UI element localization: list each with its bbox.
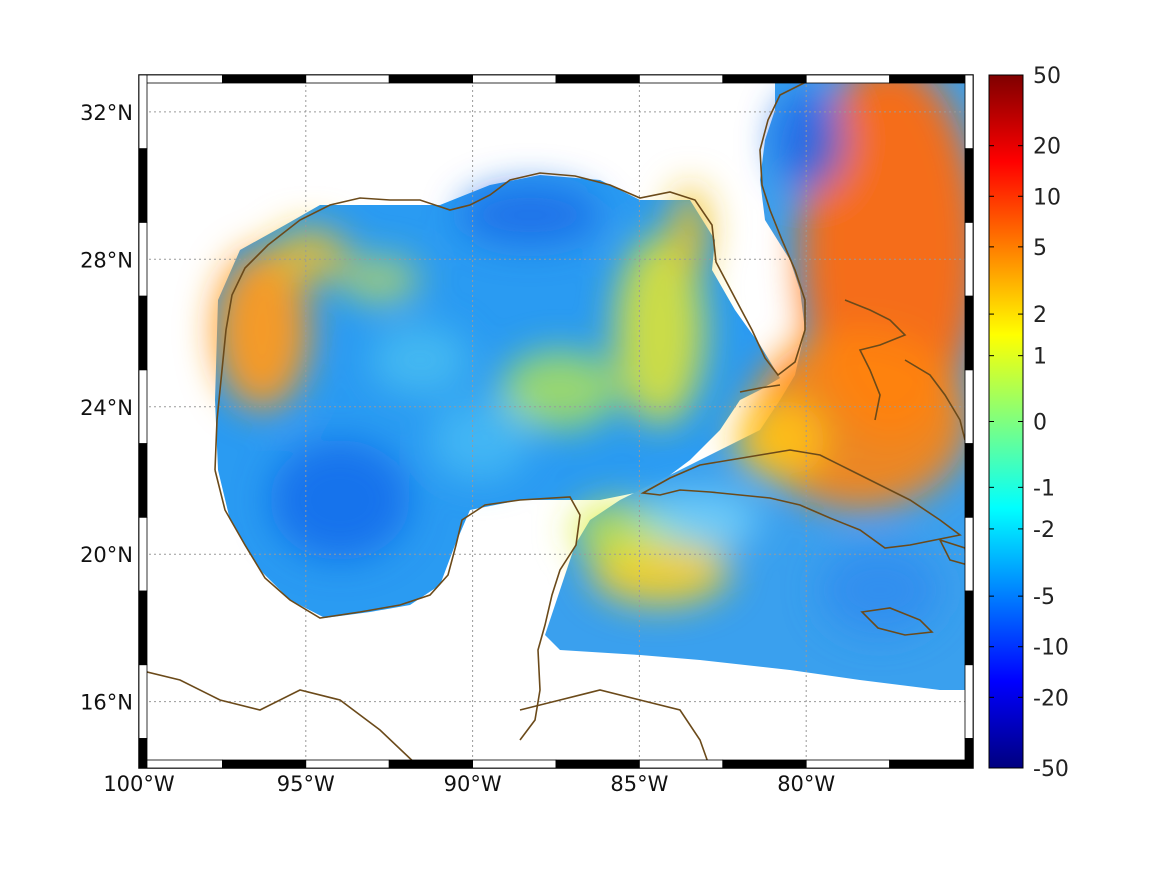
- colorbar-label: 1: [1033, 345, 1047, 370]
- lat-label: 32°N: [80, 101, 133, 125]
- cuba: [640, 449, 962, 549]
- florida-keys: [739, 384, 781, 393]
- border-segment: [138, 443, 148, 518]
- colorbar: [988, 74, 1024, 769]
- border-segment: [555, 759, 640, 769]
- us-gulf-coast: [214, 75, 821, 471]
- lon-label: 95°W: [277, 772, 335, 796]
- border-segment: [964, 74, 974, 150]
- colorbar-label: -5: [1033, 585, 1055, 610]
- mexico-coast: [214, 469, 581, 741]
- border-segment: [221, 74, 307, 84]
- border-segment: [889, 74, 974, 84]
- lat-labels: 32°N 28°N 24°N 20°N 16°N: [80, 101, 133, 715]
- colorbar-label: 10: [1033, 185, 1061, 210]
- border-segment: [305, 74, 390, 84]
- colorbar-label: 5: [1033, 236, 1047, 261]
- border-segment: [221, 759, 307, 769]
- bahamas: [844, 299, 966, 441]
- colorbar-label: -50: [1033, 757, 1069, 782]
- colorbar-label: -10: [1033, 636, 1069, 661]
- border-segment: [722, 759, 807, 769]
- border-segment: [138, 74, 223, 84]
- colorbar-label: -20: [1033, 686, 1069, 711]
- honduras-coast: [519, 689, 711, 768]
- lon-label: 100°W: [103, 772, 175, 796]
- colorbar-label: 0: [1033, 411, 1047, 436]
- lat-label: 28°N: [80, 248, 133, 272]
- border-segment: [305, 759, 390, 769]
- border-segment: [805, 759, 891, 769]
- lon-label: 90°W: [444, 772, 502, 796]
- colorbar-label: 2: [1033, 303, 1047, 328]
- border-segment: [138, 738, 148, 769]
- border-segment: [964, 369, 974, 445]
- border-segment: [138, 664, 148, 739]
- colorbar-label: -2: [1033, 518, 1055, 543]
- border-segment: [964, 590, 974, 666]
- lon-label: 80°W: [777, 772, 835, 796]
- border-segment: [639, 759, 724, 769]
- border-segment: [138, 148, 148, 223]
- border-segment: [472, 759, 557, 769]
- colorbar-label: 20: [1033, 135, 1061, 160]
- border-segment: [964, 664, 974, 739]
- lat-label: 16°N: [80, 691, 133, 715]
- central-america-coast: [139, 669, 421, 768]
- border-segment: [805, 74, 891, 84]
- lat-label: 24°N: [80, 396, 133, 420]
- coastlines: [139, 75, 970, 768]
- border-segment: [138, 590, 148, 666]
- colorbar-label: 50: [1033, 64, 1061, 89]
- border-segment: [138, 74, 148, 150]
- border-segment: [138, 759, 223, 769]
- border-segment: [472, 74, 557, 84]
- border-segment: [138, 222, 148, 297]
- jamaica: [860, 607, 934, 636]
- gridlines: [138, 75, 973, 768]
- border-segment: [722, 74, 807, 84]
- border-segment: [138, 295, 148, 371]
- lon-label: 85°W: [610, 772, 668, 796]
- border-segment: [964, 443, 974, 518]
- border-segment: [555, 74, 640, 84]
- border-segment: [388, 759, 474, 769]
- border-segment: [964, 738, 974, 769]
- border-segment: [388, 74, 474, 84]
- border-segment: [964, 516, 974, 592]
- border-segment: [138, 369, 148, 445]
- lat-label: 20°N: [80, 543, 133, 567]
- colorbar-label: -1: [1033, 476, 1055, 501]
- border-segment: [964, 148, 974, 223]
- border-segment: [138, 516, 148, 592]
- colorbar-ticks: [989, 74, 1023, 769]
- border-segment: [889, 759, 974, 769]
- border-segment: [639, 74, 724, 84]
- lon-labels: 100°W 95°W 90°W 85°W 80°W: [103, 772, 835, 796]
- colorbar-labels: 50 20 10 5 2 1 0 -1 -2 -5 -10 -20 -50: [1033, 64, 1069, 782]
- data-field: [214, 75, 973, 690]
- map-border: [138, 74, 974, 769]
- border-segment: [964, 222, 974, 297]
- border-segment: [964, 295, 974, 371]
